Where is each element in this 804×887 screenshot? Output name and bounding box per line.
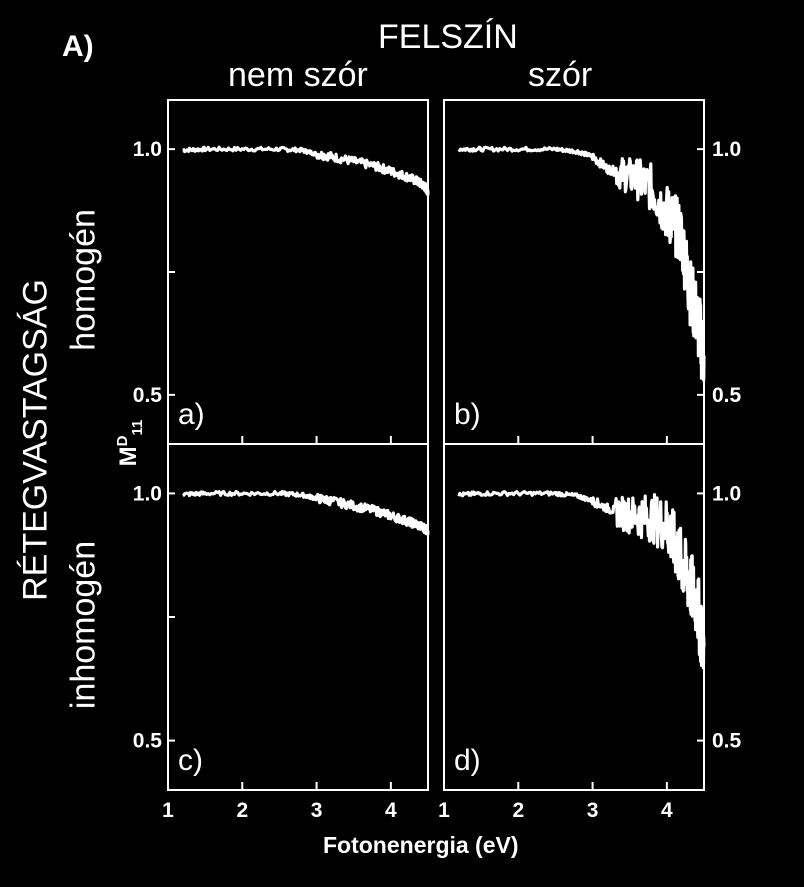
- panel-tag: A): [62, 30, 94, 63]
- y-axis-label: MD11: [114, 420, 146, 467]
- panel-label-3: d): [454, 744, 481, 777]
- y-tick-label-0-1.0: 1.0: [133, 138, 162, 161]
- panel-label-2: c): [178, 744, 203, 777]
- y-axis-label-sub: 11: [128, 419, 146, 436]
- x-tick-label-2-2: 2: [236, 799, 248, 822]
- row-group-label: RÉTEGVASTAGSÁG: [16, 279, 55, 601]
- x-tick-label-2-3: 3: [311, 799, 323, 822]
- y-tick-label-1-0.5: 0.5: [712, 384, 742, 407]
- y-axis-label-main: M: [115, 446, 143, 467]
- panel-label-0: a): [178, 398, 205, 431]
- y-tick-label-2-1.0: 1.0: [133, 482, 162, 505]
- series-line-1: [457, 145, 706, 382]
- row-label-bottom: inhomogén: [64, 540, 103, 710]
- series-line-3: [457, 490, 706, 670]
- y-tick-label-3-1.0: 1.0: [712, 482, 741, 505]
- x-tick-label-3-1: 1: [438, 799, 450, 822]
- y-tick-label-1-1.0: 1.0: [712, 138, 741, 161]
- x-tick-label-3-2: 2: [512, 799, 524, 822]
- x-tick-label-3-4: 4: [661, 799, 673, 822]
- column-label-left: nem szór: [228, 56, 368, 94]
- x-tick-label-2-4: 4: [385, 799, 397, 822]
- y-tick-label-0-0.5: 0.5: [133, 384, 163, 407]
- y-tick-label-2-0.5: 0.5: [133, 730, 163, 753]
- x-axis-label: Fotonenergia (eV): [323, 832, 519, 858]
- panel-label-1: b): [454, 398, 481, 431]
- series-line-2: [182, 490, 430, 536]
- column-label-right: szór: [528, 56, 593, 94]
- y-axis-label-sup: D: [114, 435, 132, 447]
- y-tick-label-3-0.5: 0.5: [712, 730, 742, 753]
- x-tick-label-2-1: 1: [162, 799, 174, 822]
- row-label-top: homogén: [64, 209, 103, 351]
- top-title: FELSZÍN: [378, 18, 518, 56]
- x-tick-label-3-3: 3: [587, 799, 599, 822]
- series-line-0: [182, 145, 430, 197]
